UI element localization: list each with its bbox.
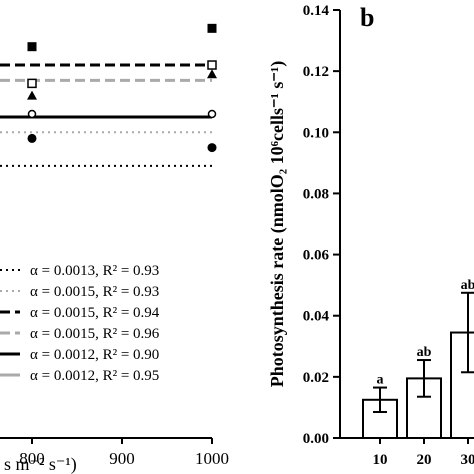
marker-square-filled (27, 42, 37, 52)
x-tick-label: 10 (373, 452, 388, 468)
marker-square-filled (207, 23, 217, 33)
x-ticks: 7008009001000 (19, 438, 229, 468)
legend-entry: α = 0.0015, R² = 0.94 (30, 305, 160, 321)
marker-circle-open (27, 109, 37, 119)
bars: a 10 ab 20 ab 30 (362, 278, 474, 468)
legend: α = 0.0013, R² = 0.93 α = 0.0015, R² = 0.… (0, 263, 160, 384)
x-tick-label: 20 (417, 452, 432, 468)
significance-label: ab (417, 345, 432, 360)
legend-entry: α = 0.0012, R² = 0.90 (30, 347, 159, 363)
marker-square-open (207, 60, 217, 70)
marker-square-open (27, 78, 37, 89)
y-tick-label: 0.12 (303, 64, 329, 80)
legend-entry: α = 0.0012, R² = 0.95 (30, 368, 159, 384)
legend-entry: α = 0.0015, R² = 0.93 (30, 284, 159, 300)
legend-entry: α = 0.0015, R² = 0.96 (30, 326, 160, 342)
marker-circle-open (207, 109, 217, 119)
y-tick-label: 0.14 (303, 3, 330, 19)
x-tick-label: 1000 (195, 449, 229, 468)
y-tick-label: 0.00 (303, 431, 329, 447)
marker-triangle (27, 90, 37, 100)
panel-a: 7008009001000 s m⁻² s⁻¹) α = 0.0013, R² … (0, 23, 229, 474)
bar-30 (450, 331, 474, 439)
y-tick-label: 0.08 (303, 186, 329, 202)
legend-entry: α = 0.0013, R² = 0.93 (30, 263, 159, 279)
x-tick-label: 900 (109, 449, 135, 468)
significance-label: a (377, 373, 384, 388)
x-tick-label: 800 (19, 449, 45, 468)
y-tick-label: 0.04 (303, 309, 330, 325)
marker-triangle (207, 69, 217, 79)
significance-label: ab (461, 278, 474, 293)
x-tick-label: 30 (461, 452, 474, 468)
x-axis-title: s m⁻² s⁻¹) (4, 454, 77, 474)
y-tick-label: 0.02 (303, 370, 329, 386)
y-tick-label: 0.10 (303, 125, 329, 141)
y-axis-title: Photosynthesis rate (nmolO₂ 10⁶cells⁻¹ s… (267, 61, 288, 388)
marker-circle-filled (207, 143, 217, 153)
y-ticks: 0.00 0.02 0.04 0.06 0.08 0.10 0.12 0.14 (303, 3, 340, 447)
bar-20 (406, 377, 442, 439)
marker-circle-filled (27, 133, 37, 143)
panel-label-b: b (360, 3, 374, 32)
data-points (27, 23, 217, 153)
y-tick-label: 0.06 (303, 248, 330, 264)
panel-b: b 0.00 0.02 0.04 0.06 0.08 0.10 0.12 0.14 a 10 ab… (267, 3, 474, 468)
